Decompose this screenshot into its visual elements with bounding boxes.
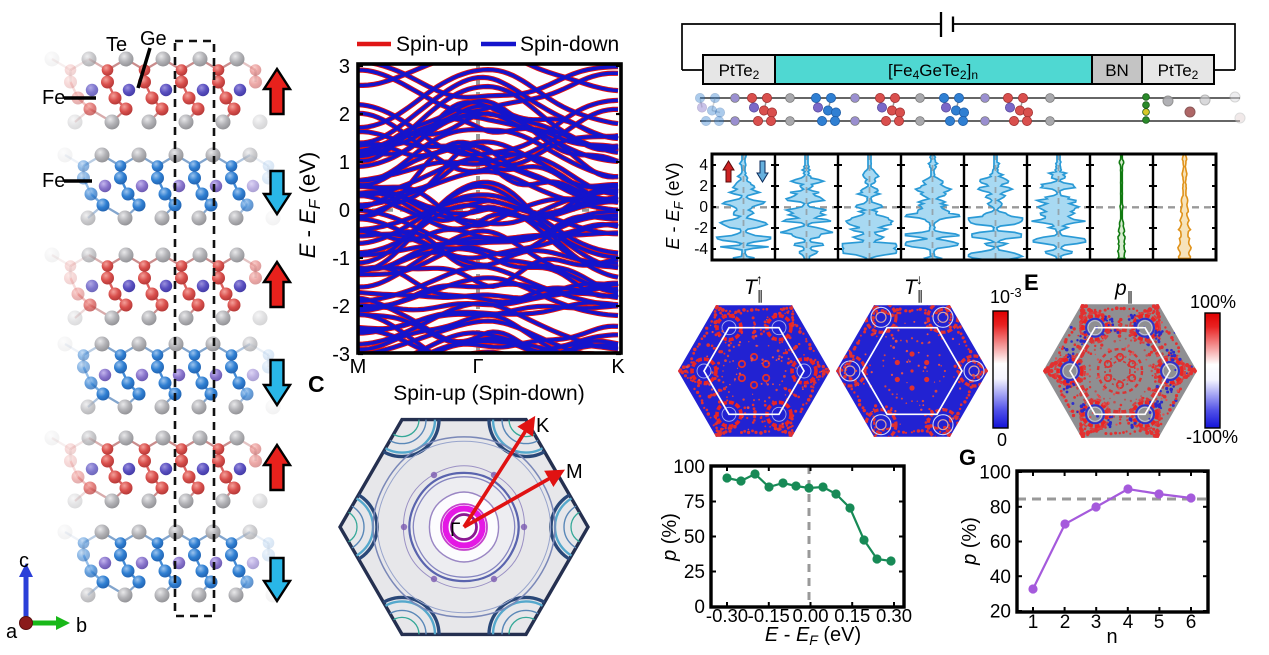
svg-text:-1: -1 xyxy=(332,248,350,270)
svg-text:40: 40 xyxy=(990,567,1011,588)
svg-text:-0.15: -0.15 xyxy=(748,605,790,626)
svg-text:Fe: Fe xyxy=(42,87,65,109)
svg-text:-4: -4 xyxy=(694,241,708,258)
svg-text:Ge: Ge xyxy=(140,28,167,50)
svg-text:4: 4 xyxy=(699,157,708,174)
svg-text:0: 0 xyxy=(997,430,1007,450)
svg-text:2: 2 xyxy=(699,178,708,195)
svg-text:0.15: 0.15 xyxy=(834,605,870,626)
svg-text:0: 0 xyxy=(694,597,705,618)
svg-text:100: 100 xyxy=(979,463,1011,484)
svg-text:3: 3 xyxy=(1091,612,1102,633)
svg-text:PtTe2: PtTe2 xyxy=(1158,61,1199,82)
svg-text:M: M xyxy=(566,461,583,483)
svg-text:T∥↓: T∥↓ xyxy=(904,271,923,303)
svg-text:-100%: -100% xyxy=(1186,427,1238,447)
svg-text:Γ: Γ xyxy=(472,356,483,378)
svg-text:20: 20 xyxy=(990,602,1011,623)
svg-text:K: K xyxy=(611,356,625,378)
svg-text:2: 2 xyxy=(1060,612,1071,633)
svg-text:1: 1 xyxy=(339,152,350,174)
svg-text:C: C xyxy=(308,371,325,397)
svg-text:p (%): p (%) xyxy=(659,513,681,562)
svg-text:5: 5 xyxy=(1154,612,1165,633)
svg-text:0: 0 xyxy=(339,200,350,222)
svg-text:4: 4 xyxy=(1123,612,1134,633)
svg-text:Spin-down: Spin-down xyxy=(520,33,619,56)
svg-text:6: 6 xyxy=(1186,612,1197,633)
svg-text:n: n xyxy=(1106,626,1117,648)
svg-text:M: M xyxy=(350,356,367,378)
svg-text:[Fe4GeTe2]n: [Fe4GeTe2]n xyxy=(888,61,978,82)
svg-text:-0.30: -0.30 xyxy=(706,605,748,626)
svg-text:Spin-up (Spin-down): Spin-up (Spin-down) xyxy=(393,382,584,405)
svg-text:Spin-up: Spin-up xyxy=(396,33,468,56)
svg-text:-3: -3 xyxy=(332,344,350,366)
svg-text:100: 100 xyxy=(673,457,705,478)
svg-text:100%: 100% xyxy=(1190,292,1236,312)
svg-text:BN: BN xyxy=(1105,61,1129,80)
svg-text:1: 1 xyxy=(1028,612,1039,633)
svg-text:25: 25 xyxy=(684,562,705,583)
svg-text:Γ: Γ xyxy=(450,520,460,541)
svg-text:p (%): p (%) xyxy=(959,517,981,566)
svg-text:0.00: 0.00 xyxy=(792,605,828,626)
svg-text:2: 2 xyxy=(339,104,350,126)
svg-text:3: 3 xyxy=(339,56,350,78)
svg-text:G: G xyxy=(959,445,976,470)
svg-text:75: 75 xyxy=(684,492,705,513)
svg-text:Te: Te xyxy=(106,34,127,56)
svg-text:-2: -2 xyxy=(694,220,708,237)
svg-text:a: a xyxy=(6,621,18,643)
svg-text:T∥↑: T∥↑ xyxy=(744,271,763,303)
svg-text:60: 60 xyxy=(990,532,1011,553)
svg-text:E - EF (eV): E - EF (eV) xyxy=(663,163,686,250)
svg-text:PtTe2: PtTe2 xyxy=(719,61,760,82)
svg-text:Fe: Fe xyxy=(42,170,65,192)
svg-text:80: 80 xyxy=(990,497,1011,518)
svg-text:50: 50 xyxy=(684,527,705,548)
svg-text:b: b xyxy=(76,615,87,637)
svg-text:0.30: 0.30 xyxy=(876,605,912,626)
svg-text:E: E xyxy=(1024,270,1039,295)
svg-text:c: c xyxy=(19,550,29,572)
svg-text:E - EF (eV): E - EF (eV) xyxy=(765,624,861,648)
svg-text:0: 0 xyxy=(699,199,708,216)
svg-text:K: K xyxy=(536,415,550,437)
svg-text:-2: -2 xyxy=(332,296,350,318)
